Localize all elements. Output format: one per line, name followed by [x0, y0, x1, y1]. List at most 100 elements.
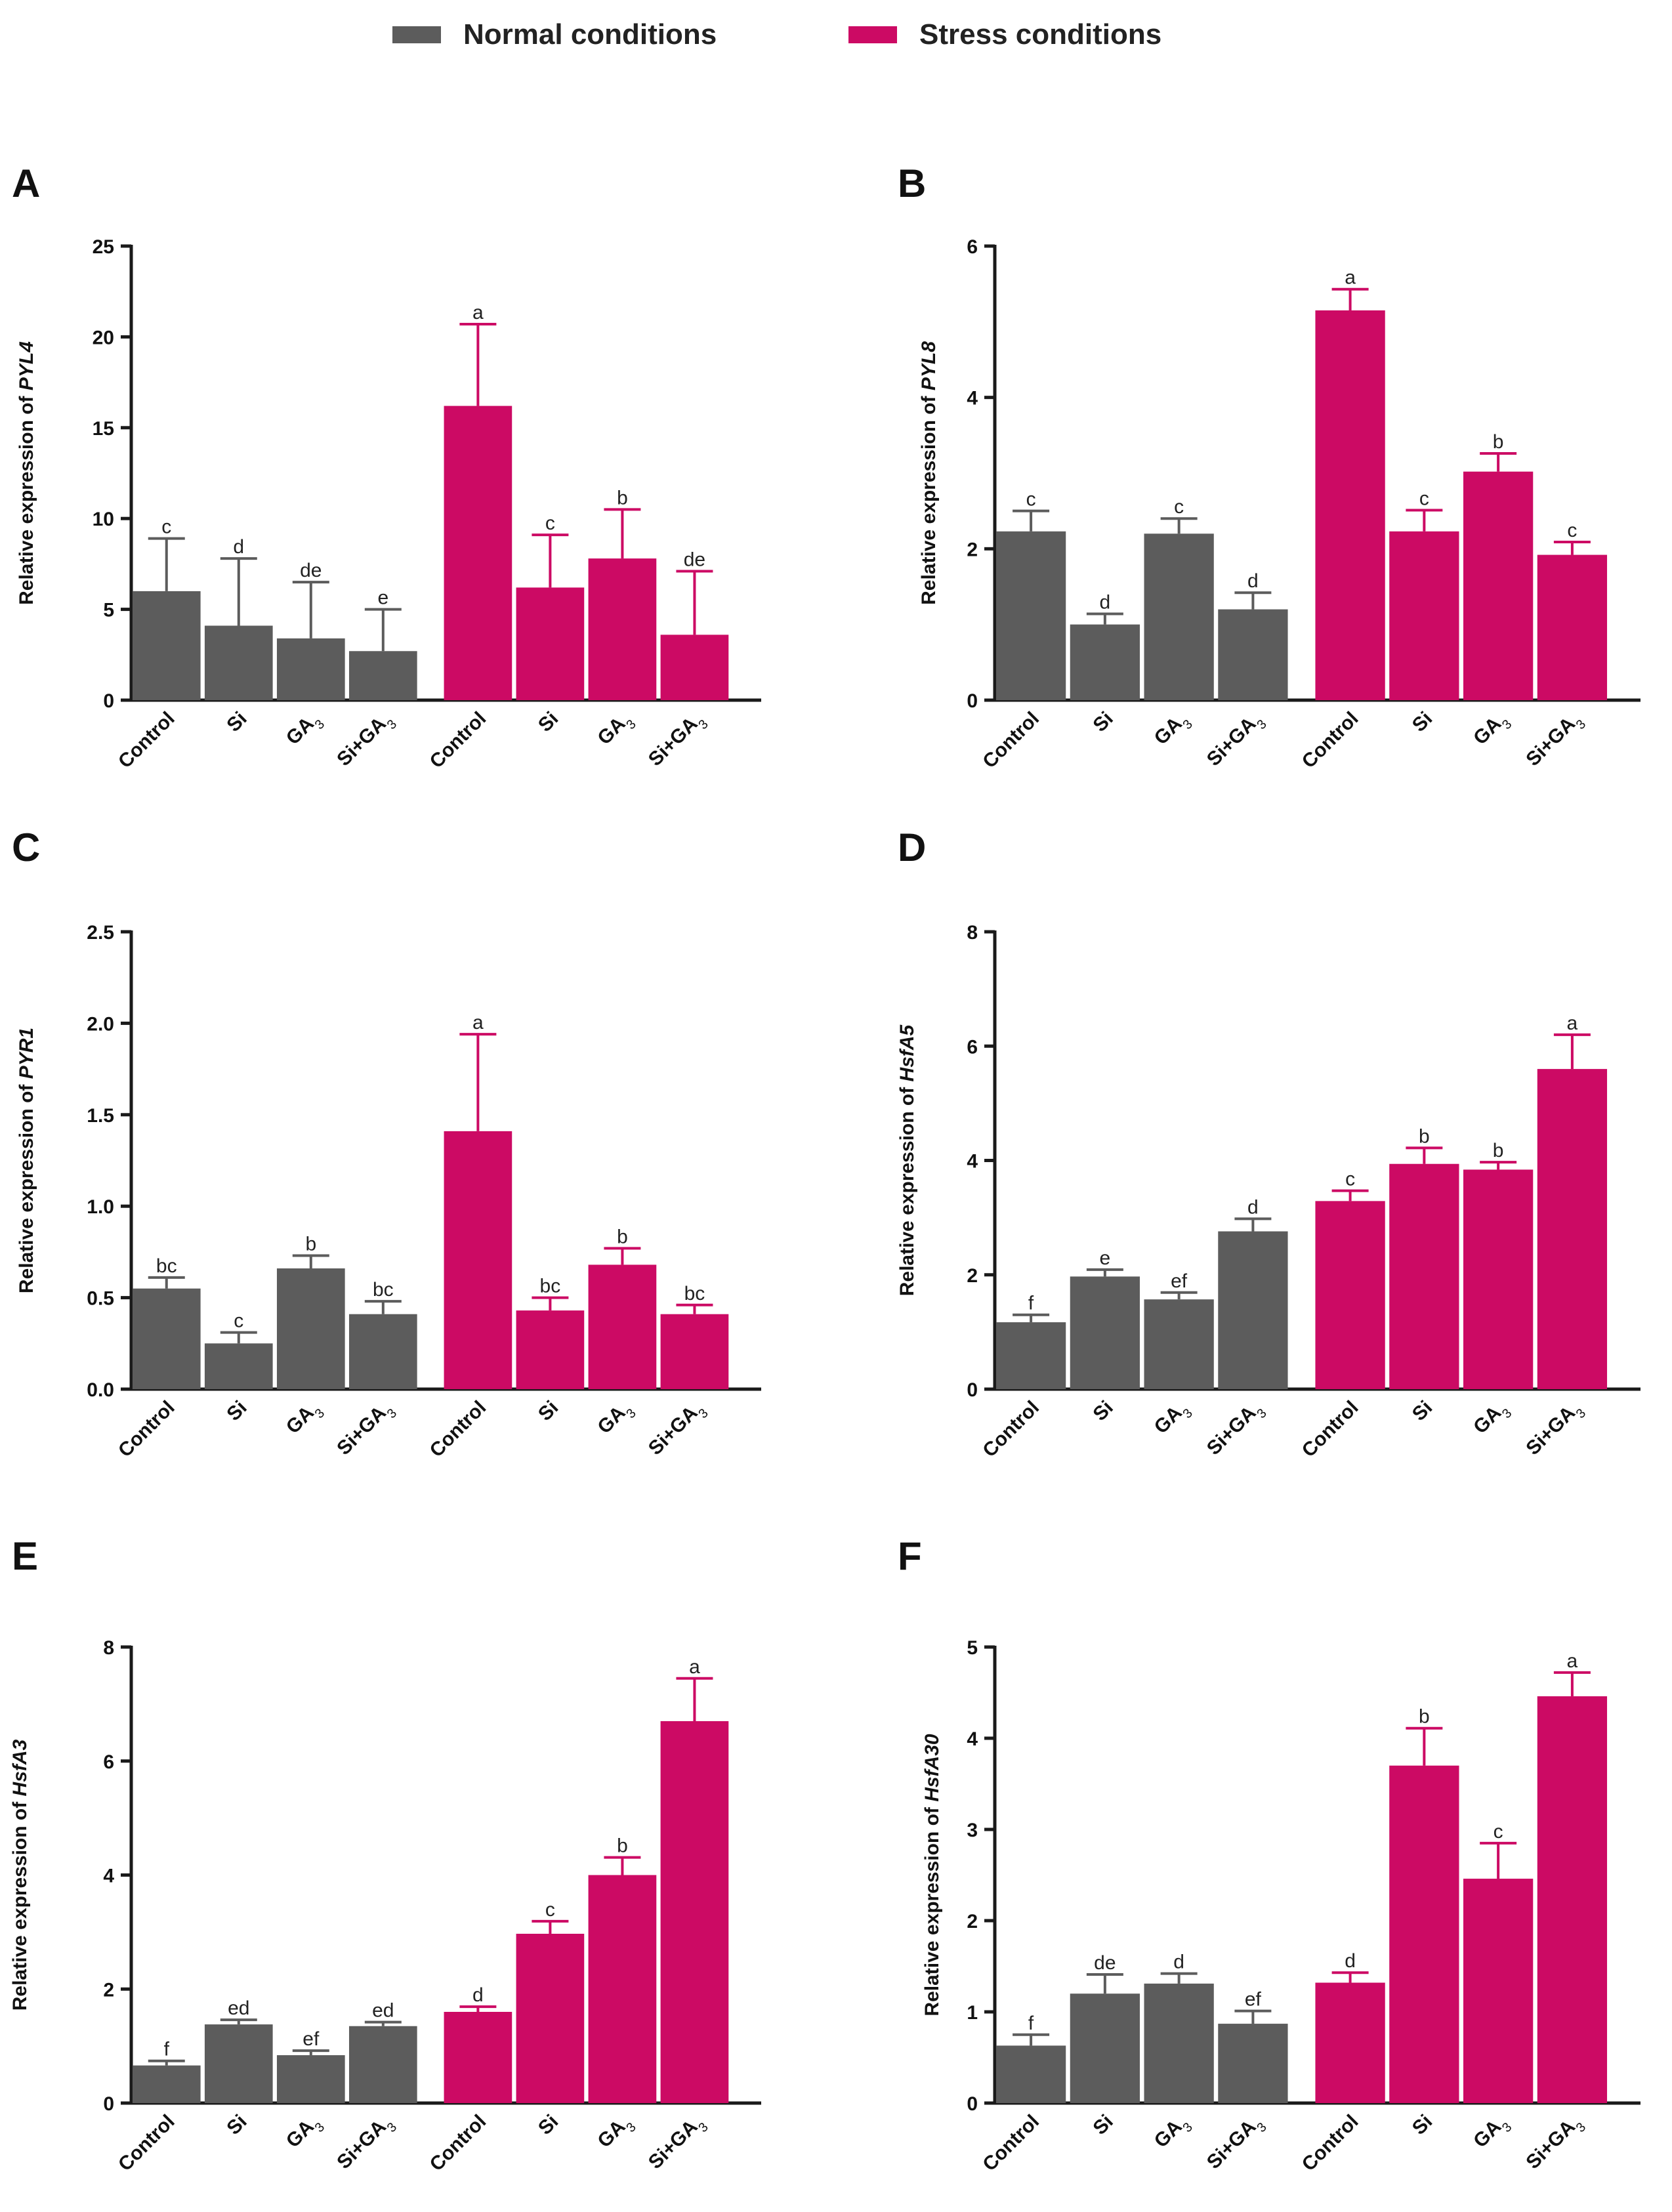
- significance-letter: b: [1419, 1125, 1430, 1147]
- bar: [1070, 1993, 1140, 2103]
- significance-letter: d: [1247, 1196, 1259, 1218]
- y-tick-label: 1.5: [87, 1105, 114, 1127]
- significance-letter: de: [684, 549, 705, 570]
- y-tick-label: 1.0: [87, 1196, 114, 1218]
- y-tick-label: 2: [967, 539, 978, 560]
- x-tick-label: Si: [534, 708, 562, 736]
- chart-panel-f: F 0 1 2 3 4 5 Relative expression of HsfA30 f Con…: [898, 1534, 1641, 2177]
- bar: [444, 2012, 512, 2103]
- x-tick-label: Control: [426, 1397, 491, 1462]
- x-tick-label: Si: [534, 1397, 562, 1425]
- significance-letter: bc: [373, 1279, 394, 1301]
- significance-letter: a: [1567, 1650, 1578, 1672]
- y-tick-label: 0: [967, 2093, 978, 2115]
- y-axis-label: Relative expression of HsfA3: [9, 1739, 31, 2011]
- significance-letter: de: [1094, 1952, 1116, 1974]
- x-tick-label: Si: [1408, 1397, 1436, 1425]
- significance-letter: d: [1345, 1950, 1356, 1972]
- significance-letter: a: [472, 302, 484, 323]
- x-tick-label: Si: [1089, 1397, 1117, 1425]
- bar: [1144, 1299, 1214, 1389]
- x-tick-label: GA3: [593, 2111, 638, 2156]
- significance-letter: bc: [540, 1276, 561, 1297]
- bar: [995, 1322, 1066, 1389]
- bar: [204, 2024, 273, 2103]
- significance-letter: a: [1345, 267, 1356, 289]
- bar: [1218, 1231, 1288, 1389]
- x-tick-label: Si: [1089, 2111, 1117, 2139]
- significance-letter: ed: [372, 2000, 394, 2022]
- x-tick-label: GA3: [282, 1397, 327, 1442]
- y-axis-label: Relative expression of PYL4: [16, 341, 37, 605]
- significance-letter: c: [1026, 489, 1036, 511]
- y-tick-label: 5: [967, 1637, 978, 1659]
- x-tick-label: GA3: [1150, 708, 1196, 753]
- significance-letter: ef: [303, 2028, 320, 2050]
- bar: [348, 651, 417, 700]
- y-axis-label: Relative expression of PYR1: [16, 1028, 37, 1293]
- significance-letter: ef: [1245, 1989, 1262, 2011]
- y-tick-label: 20: [93, 327, 114, 348]
- significance-letter: ed: [228, 1997, 249, 2019]
- bar: [1315, 1201, 1385, 1389]
- legend-item-normal: Normal conditions: [392, 18, 717, 51]
- significance-letter: e: [1100, 1247, 1111, 1269]
- x-tick-label: Si: [222, 2111, 251, 2139]
- significance-letter: c: [1345, 1169, 1355, 1190]
- x-tick-label: Control: [1298, 708, 1363, 773]
- y-tick-label: 1: [967, 2002, 978, 2024]
- significance-letter: ef: [1171, 1270, 1188, 1292]
- x-tick-label: Si+GA3: [1522, 1397, 1589, 1464]
- significance-letter: a: [472, 1012, 484, 1033]
- y-axis-label: Relative expression of PYL8: [918, 341, 940, 605]
- x-tick-label: GA3: [282, 2111, 327, 2156]
- legend-label-stress: Stress conditions: [919, 18, 1162, 51]
- bar: [132, 591, 201, 700]
- bar: [588, 1875, 657, 2103]
- y-tick-label: 0.5: [87, 1288, 114, 1310]
- significance-letter: c: [161, 516, 171, 538]
- bar: [660, 1721, 729, 2103]
- x-tick-label: Si+GA3: [1522, 708, 1589, 775]
- x-tick-label: GA3: [282, 708, 327, 753]
- bar: [276, 2055, 345, 2103]
- x-tick-label: Si: [1408, 708, 1436, 736]
- x-tick-label: Control: [114, 2111, 179, 2176]
- x-tick-label: Control: [1298, 1397, 1363, 1462]
- panel-letter: A: [12, 161, 40, 205]
- x-tick-label: Si: [1089, 708, 1117, 736]
- bar: [276, 1268, 345, 1389]
- x-tick-label: Si+GA3: [644, 2111, 711, 2178]
- bar: [1144, 1983, 1214, 2103]
- y-tick-label: 4: [967, 388, 978, 409]
- bar: [1218, 2024, 1288, 2103]
- significance-letter: b: [617, 1835, 628, 1857]
- panel-letter: C: [12, 825, 40, 869]
- x-tick-label: Si+GA3: [333, 2111, 400, 2178]
- significance-letter: d: [1100, 592, 1111, 614]
- x-tick-label: Si: [534, 2111, 562, 2139]
- chart-panel-b: B 0 2 4 6 Relative expression of PYL8 c Control…: [898, 161, 1641, 774]
- legend: Normal conditions Stress conditions: [0, 12, 1672, 58]
- y-tick-label: 6: [103, 1751, 114, 1773]
- x-tick-label: Si+GA3: [1522, 2111, 1589, 2178]
- x-tick-label: GA3: [593, 708, 638, 753]
- chart-panel-c: C 0.0 0.5 1.0 1.5 2.0 2.5 Relative expression o…: [12, 825, 761, 1463]
- significance-letter: a: [1567, 1012, 1578, 1034]
- significance-letter: b: [1419, 1706, 1430, 1728]
- bar: [1315, 310, 1385, 700]
- bar: [1537, 1696, 1608, 2103]
- y-tick-label: 8: [103, 1637, 114, 1659]
- x-tick-label: Si: [222, 1397, 251, 1425]
- significance-letter: c: [1419, 488, 1429, 510]
- significance-letter: d: [472, 1984, 484, 2006]
- bar: [444, 406, 512, 700]
- y-tick-label: 2.5: [87, 922, 114, 944]
- chart-panel-e: E 0 2 4 6 8 Relative expression of HsfA3 f Contr…: [9, 1534, 761, 2177]
- bar: [660, 1314, 729, 1389]
- x-tick-label: Si+GA3: [1203, 1397, 1270, 1464]
- y-tick-label: 3: [967, 1820, 978, 1841]
- bar: [1463, 471, 1534, 700]
- bar: [588, 558, 657, 700]
